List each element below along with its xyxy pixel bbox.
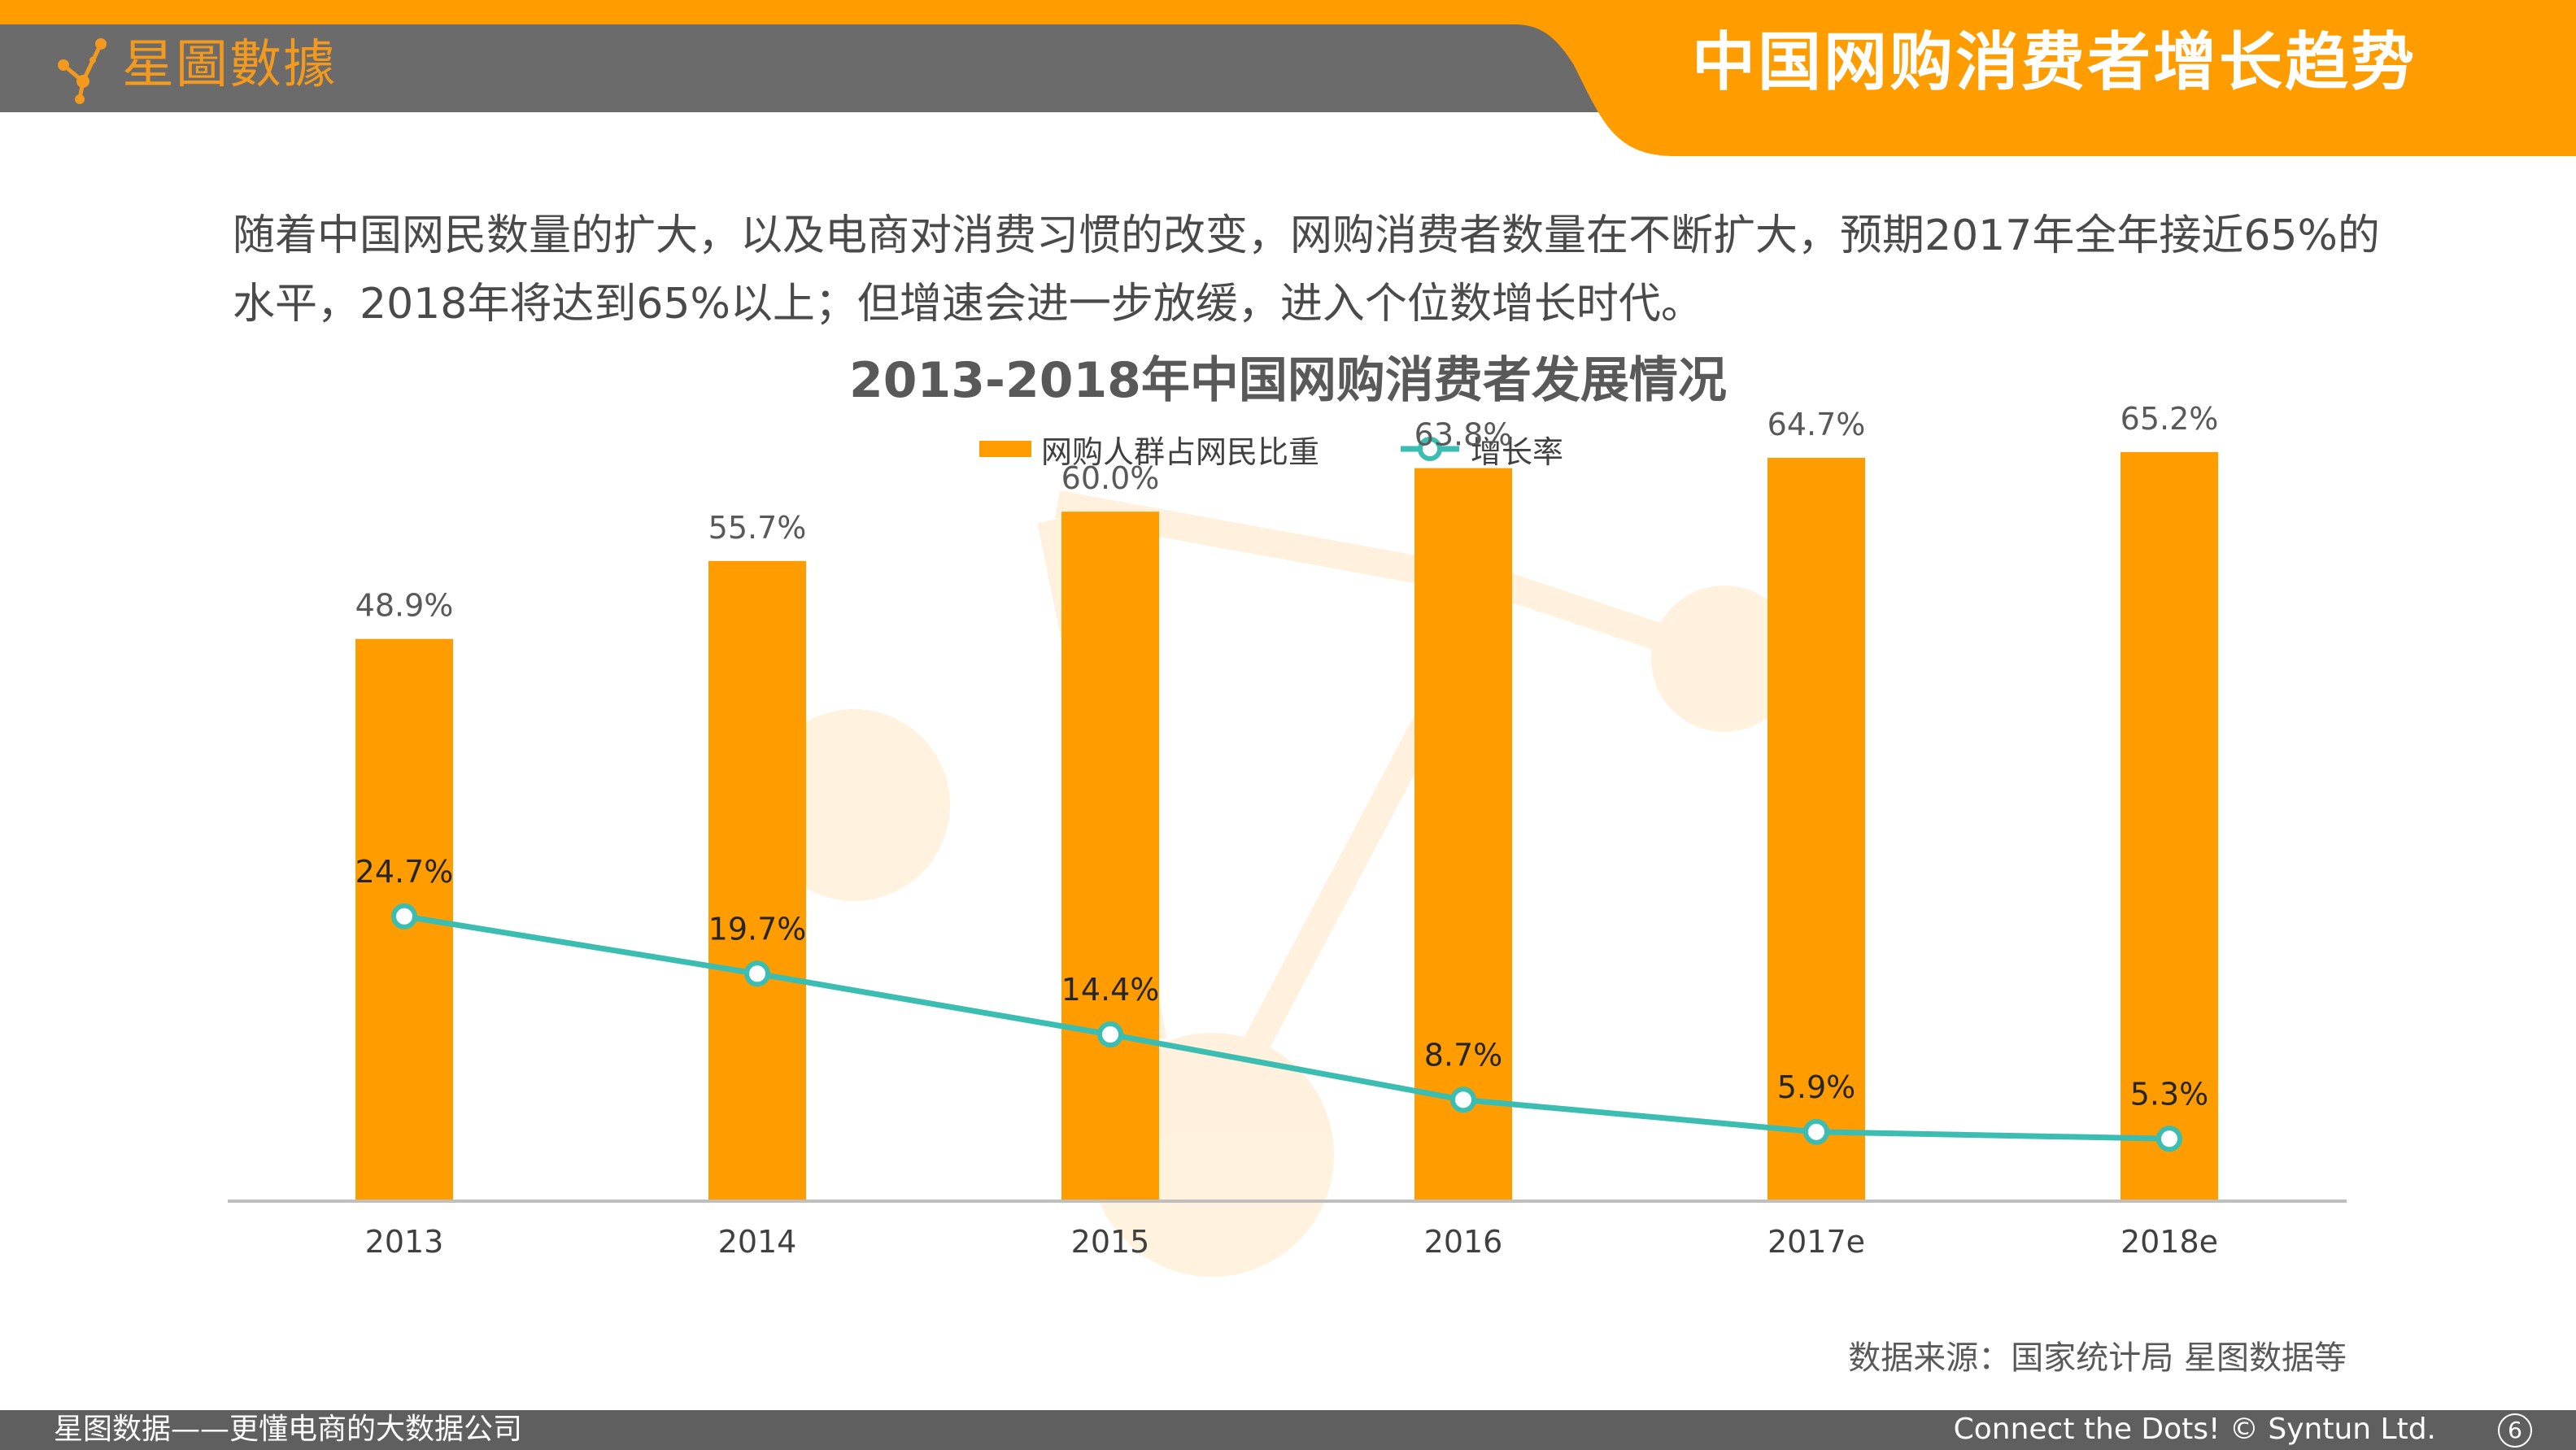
legend-swatch-bar [979, 441, 1031, 457]
background-decoration [758, 490, 1798, 1277]
bar-2017e [1767, 457, 1865, 1200]
x-tick-2014: 2014 [718, 1224, 797, 1260]
intro-paragraph: 随着中国网民数量的扩大，以及电商对消费习惯的改变，网购消费者数量在不断扩大，预期… [233, 211, 2380, 329]
page-title: 中国网购消费者增长趋势 [1692, 26, 2417, 99]
bar-label-2013: 48.9% [355, 588, 454, 624]
page-number: 6 [2498, 1413, 2532, 1448]
legend-label-bar: 网购人群占网民比重 [1041, 433, 1320, 470]
x-tick-2018e: 2018e [2121, 1224, 2218, 1260]
growth-label-2018e: 5.3% [2130, 1076, 2209, 1112]
growth-point-2017e [1803, 1118, 1829, 1145]
footer-copyright: Connect the Dots! © Syntun Ltd. [1953, 1413, 2436, 1446]
logo-icon [58, 38, 107, 104]
footer-tagline: 星图数据——更懂电商的大数据公司 [54, 1413, 523, 1446]
bar-2015 [1061, 512, 1159, 1200]
legend-item-line: 增长率 [1399, 429, 1563, 470]
legend-item-bar: 网购人群占网民比重 [979, 429, 1319, 470]
chart-area: 48.9% 55.7% 60.0% 63.8% 64.7% 65.2% 24.7% 19.7… [228, 401, 2347, 1277]
x-tick-2015: 2015 [1071, 1224, 1150, 1260]
bar-label-2017e: 64.7% [1767, 407, 1866, 442]
chart-title: 2013-2018年中国网购消费者发展情况 [849, 352, 1727, 409]
bar-2016 [1414, 468, 1512, 1200]
growth-label-2015: 14.4% [1061, 972, 1160, 1008]
growth-label-2017e: 5.9% [1777, 1069, 1856, 1105]
growth-point-2016 [1450, 1086, 1476, 1113]
x-tick-2013: 2013 [365, 1224, 444, 1260]
growth-point-2018e [2156, 1126, 2182, 1152]
data-source: 数据来源：国家统计局 星图数据等 [1848, 1339, 2347, 1377]
bar-label-2018e: 65.2% [2121, 401, 2219, 437]
growth-point-2013 [391, 903, 417, 930]
header-banner: 星圖數據 中国网购消费者增长趋势 [0, 0, 2576, 163]
legend-label-line: 增长率 [1471, 433, 1564, 470]
growth-label-2013: 24.7% [355, 854, 454, 890]
x-tick-2017e: 2017e [1767, 1224, 1865, 1260]
growth-label-2014: 19.7% [708, 911, 807, 947]
bar-2014 [708, 560, 806, 1200]
legend-swatch-line [1401, 437, 1459, 461]
bar-label-2014: 55.7% [708, 510, 807, 546]
logo-text: 星圖數據 [122, 35, 337, 95]
header-shapes [0, 0, 2576, 156]
bar-label-2015: 60.0% [1061, 460, 1160, 496]
growth-point-2014 [744, 960, 770, 987]
bar-label-2016: 63.8% [1414, 417, 1513, 453]
footer-bar: 星图数据——更懂电商的大数据公司 Connect the Dots! © Syn… [0, 1410, 2576, 1450]
growth-rate-line [403, 913, 2170, 1142]
growth-label-2016: 8.7% [1424, 1037, 1503, 1073]
bar-2018e [2121, 451, 2218, 1200]
x-tick-2016: 2016 [1424, 1224, 1503, 1260]
growth-point-2015 [1097, 1021, 1123, 1047]
